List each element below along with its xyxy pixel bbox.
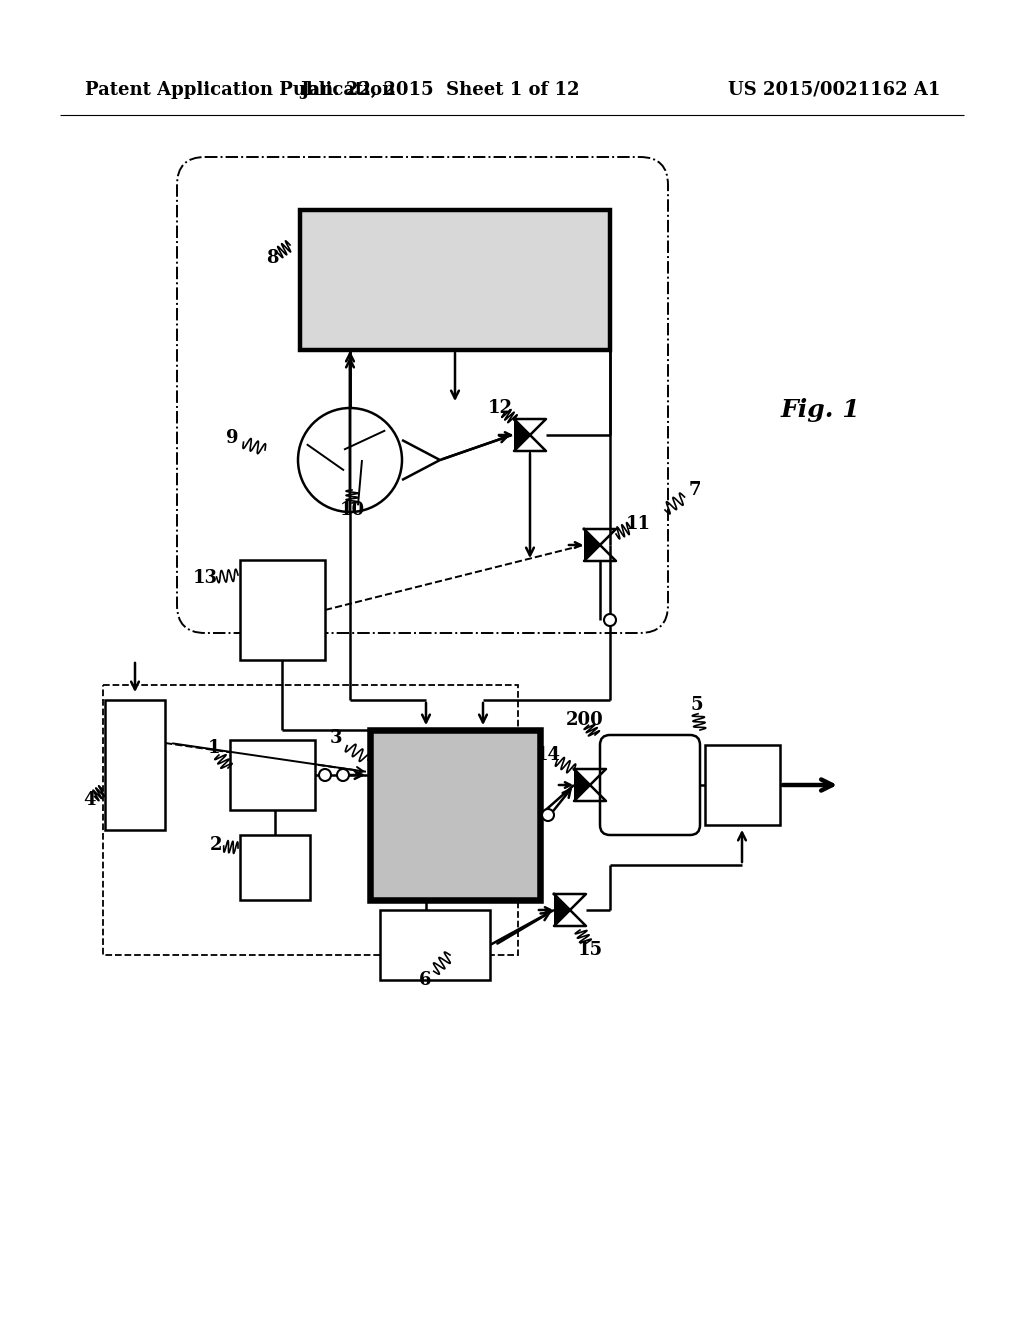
Text: Jan. 22, 2015  Sheet 1 of 12: Jan. 22, 2015 Sheet 1 of 12 — [300, 81, 580, 99]
Text: 3: 3 — [330, 729, 342, 747]
Text: Patent Application Publication: Patent Application Publication — [85, 81, 395, 99]
Circle shape — [298, 408, 402, 512]
Circle shape — [337, 770, 349, 781]
Bar — [300, 210, 610, 350]
Text: 13: 13 — [193, 569, 217, 587]
Polygon shape — [554, 894, 570, 927]
FancyBboxPatch shape — [177, 157, 668, 634]
Text: 2: 2 — [210, 836, 222, 854]
Circle shape — [319, 770, 331, 781]
Circle shape — [604, 614, 616, 626]
Text: 11: 11 — [626, 515, 650, 533]
Bar — [230, 741, 315, 810]
Bar — [240, 560, 325, 660]
Polygon shape — [574, 770, 590, 801]
Text: Fig. 1: Fig. 1 — [780, 399, 860, 422]
Polygon shape — [514, 418, 530, 451]
Text: 9: 9 — [225, 429, 239, 447]
Bar — [370, 730, 540, 900]
Text: 12: 12 — [487, 399, 512, 417]
FancyBboxPatch shape — [600, 735, 700, 836]
Bar — [105, 700, 165, 830]
Text: 5: 5 — [690, 696, 703, 714]
Text: US 2015/0021162 A1: US 2015/0021162 A1 — [728, 81, 940, 99]
Text: 15: 15 — [578, 941, 602, 960]
Text: 10: 10 — [339, 502, 365, 519]
Text: 14: 14 — [536, 746, 560, 764]
Circle shape — [542, 809, 554, 821]
Text: 7: 7 — [689, 480, 701, 499]
Text: 4: 4 — [84, 791, 96, 809]
Text: 200: 200 — [566, 711, 604, 729]
Bar — [705, 744, 780, 825]
Bar — [240, 836, 310, 900]
Bar — [103, 685, 518, 954]
Text: 8: 8 — [266, 249, 279, 267]
Polygon shape — [584, 529, 600, 561]
Text: 6: 6 — [419, 972, 431, 989]
Bar — [380, 909, 490, 979]
Text: 1: 1 — [208, 739, 220, 756]
